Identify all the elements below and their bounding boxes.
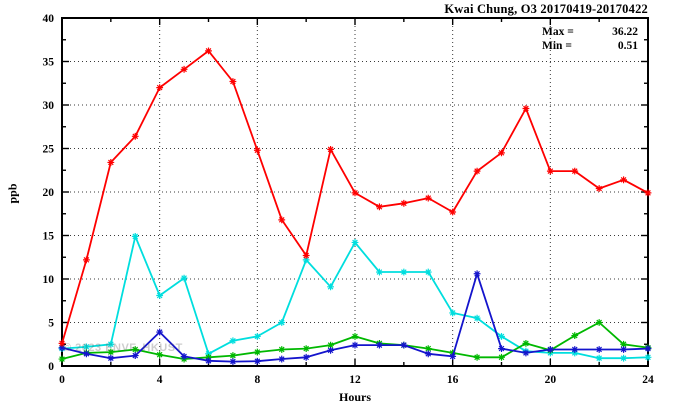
y-tick-labels: 0 5 10 15 20 25 30 35 40 — [43, 13, 55, 373]
series-green-line — [58, 319, 652, 363]
x-tick-label: 4 — [157, 374, 163, 386]
y-tick-label: 40 — [43, 13, 55, 25]
y-tick-label: 20 — [43, 187, 55, 199]
y-axis-label: ppb — [5, 183, 20, 204]
max-label: Max = — [542, 26, 574, 38]
y-tick-label: 25 — [43, 144, 55, 156]
max-min-annotation: Max = 36.22 Min = 0.51 — [542, 25, 638, 53]
x-tick-labels: 0 4 8 12 16 20 24 — [59, 374, 654, 386]
x-tick-label: 24 — [642, 374, 654, 386]
series-markers-blue-line — [58, 270, 652, 365]
max-annotation: Max = 36.22 — [542, 25, 638, 39]
series-blue-line — [58, 270, 652, 365]
x-tick-label: 0 — [59, 374, 65, 386]
min-value: 0.51 — [617, 40, 638, 52]
min-annotation: Min = 0.51 — [542, 39, 638, 53]
y-tick-label: 5 — [48, 318, 54, 330]
series-markers-green-line — [58, 319, 652, 363]
x-axis-label: Hours — [338, 390, 371, 404]
y-tick-label: 15 — [43, 231, 55, 243]
x-tick-label: 16 — [447, 374, 459, 386]
y-tick-label: 35 — [43, 57, 55, 69]
grid-lines — [62, 18, 648, 366]
chart-title: Kwai Chung, O3 20170419-20170422 — [444, 2, 648, 16]
x-tick-label: 8 — [254, 374, 260, 386]
x-tick-label: 20 — [545, 374, 557, 386]
min-label: Min = — [542, 40, 572, 52]
y-tick-label: 0 — [48, 361, 54, 373]
x-tick-label: 12 — [349, 374, 361, 386]
max-value: 36.22 — [612, 26, 638, 38]
series-markers-red-line — [58, 47, 652, 347]
series-red-line — [58, 47, 652, 347]
watermark-text: © 2023 ENVF, HKUST — [63, 342, 183, 354]
y-tick-label: 30 — [43, 100, 55, 112]
y-tick-label: 10 — [43, 274, 55, 286]
